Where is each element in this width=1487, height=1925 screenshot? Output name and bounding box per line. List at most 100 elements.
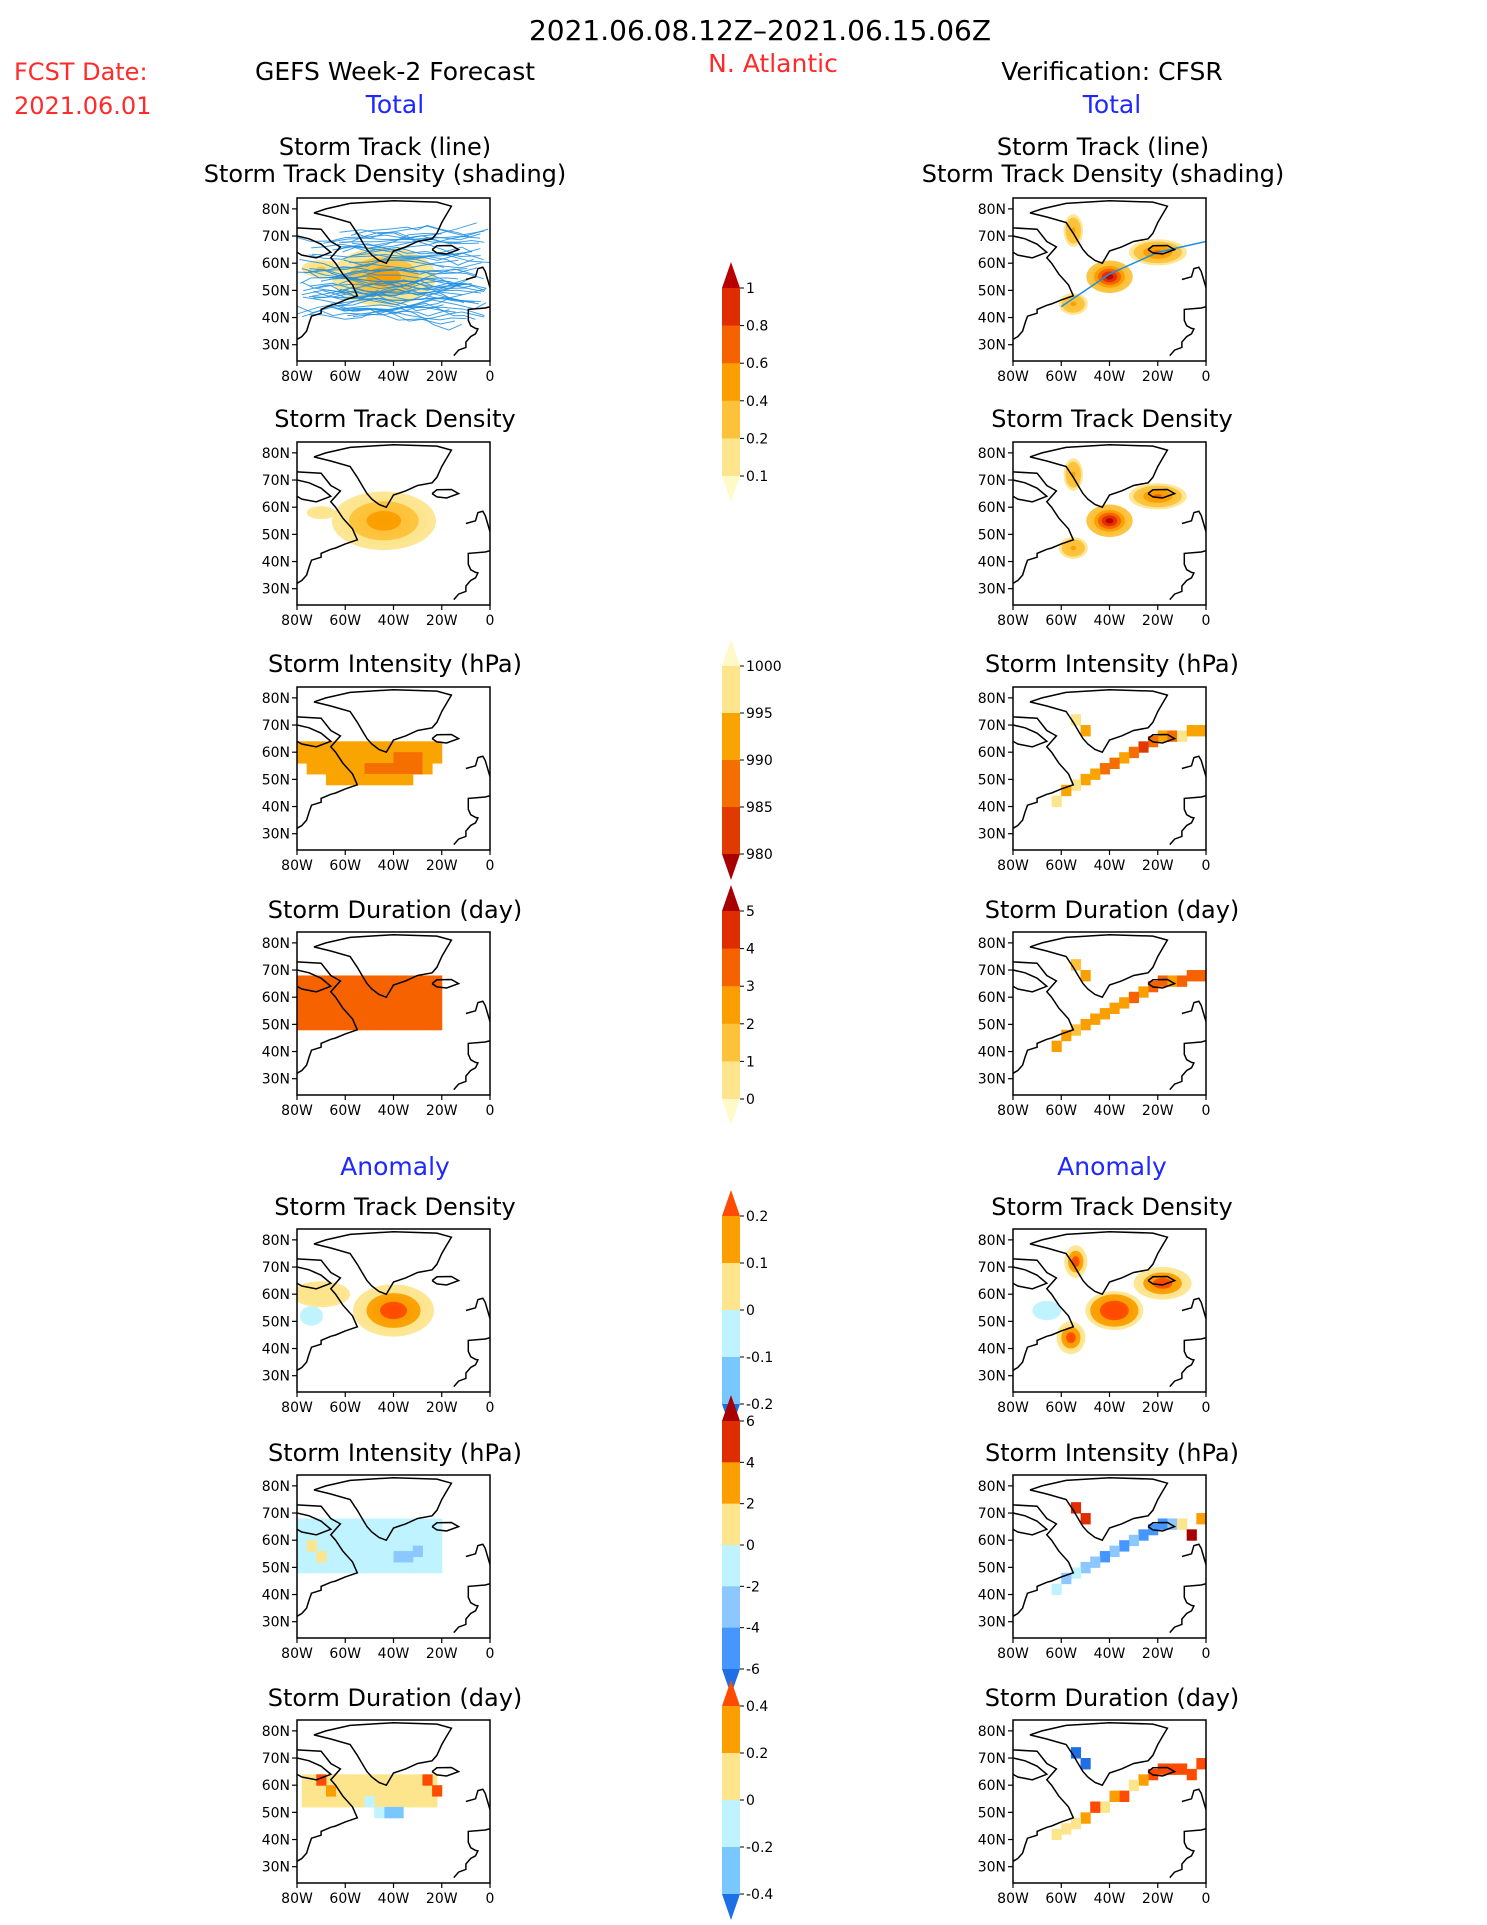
lon-tick-label: 40W (378, 1103, 410, 1119)
greenland-coast (1029, 1721, 1169, 1787)
lon-tick-label: 20W (1142, 1646, 1174, 1662)
grid-cell (354, 773, 366, 786)
grid-cell (325, 763, 337, 775)
lon-tick-label: 20W (426, 1891, 458, 1907)
lon-tick-label: 0 (1202, 1400, 1211, 1416)
grid-cell (432, 1529, 443, 1541)
grid-cell (412, 752, 423, 764)
grid-cell (393, 1529, 404, 1541)
colorbar-tick-label: 0.2 (746, 431, 768, 447)
grid-cell (350, 1785, 361, 1797)
grid-cell (1128, 1779, 1139, 1792)
grid-cell (1070, 1817, 1082, 1830)
canada-coast (1013, 1504, 1075, 1617)
grid-cell (393, 1518, 404, 1530)
iberia-africa-coast (1169, 794, 1206, 846)
lon-tick-label: 60W (329, 1646, 361, 1662)
grid-cell (403, 1518, 414, 1530)
grid-cell (364, 1540, 375, 1552)
britain-coast (1181, 1543, 1206, 1565)
grid-cell (1090, 1556, 1101, 1568)
grid-cell (1157, 1763, 1168, 1775)
canada-coast (297, 1258, 359, 1371)
grid-cell (345, 986, 356, 998)
grid-cell (364, 1796, 375, 1808)
lon-tick-label: 40W (378, 1400, 410, 1416)
region-title: N. Atlantic (708, 49, 838, 78)
baffin-coast (1013, 1266, 1049, 1290)
lon-tick-label: 60W (1045, 858, 1077, 874)
britain-coast (1181, 1297, 1206, 1319)
lat-tick-label: 60N (262, 1533, 290, 1549)
canada-coast (297, 716, 359, 829)
grid-cell (297, 1561, 308, 1574)
grid-cell (316, 986, 327, 998)
panel-title-intensity: Storm Intensity (hPa) (985, 650, 1239, 678)
grid-cell (432, 997, 443, 1009)
grid-cell (432, 1551, 443, 1563)
grid-cell (316, 1018, 327, 1031)
colorbar-segment (722, 1462, 740, 1505)
lat-tick-label: 60N (978, 1287, 1006, 1303)
lat-tick-label: 60N (262, 256, 290, 272)
lat-tick-label: 30N (978, 827, 1006, 843)
grid-cell (383, 1018, 394, 1031)
iceland-coast (431, 978, 461, 989)
grid-cell (1196, 725, 1206, 737)
grid-cell (417, 1785, 428, 1797)
colorbar-segment (722, 400, 740, 439)
grid-cell (1061, 1572, 1072, 1585)
track-line (343, 255, 474, 267)
colorbar-tick-label: 0.8 (746, 319, 768, 335)
colorbar-tick-label: 5 (746, 904, 755, 920)
grid-cell (297, 741, 308, 753)
grid-cell (354, 986, 366, 998)
grid-cell (306, 1518, 317, 1530)
track-line (329, 306, 485, 322)
track-line (313, 288, 482, 300)
greenland-coast (1029, 199, 1169, 265)
grid-cell (359, 1785, 370, 1797)
map-panel: 80N 70N 60N 50N 40N 30N 80W 60W 40W 20W 0 (262, 441, 494, 629)
grid-cell (393, 1551, 404, 1563)
grid-cell (325, 752, 337, 764)
grid-cell (432, 1785, 443, 1797)
lat-tick-label: 70N (262, 1506, 290, 1522)
grid-cell (422, 1529, 433, 1541)
map-content (297, 443, 490, 601)
grid-cell (325, 1018, 337, 1031)
grid-cell (354, 752, 366, 764)
grid-cell (311, 1796, 322, 1808)
grid-cell (297, 1008, 308, 1020)
colorbar-tick-label: 0 (746, 1538, 755, 1554)
britain-coast (1181, 510, 1206, 532)
lon-tick-label: 60W (329, 858, 361, 874)
grid-cell (364, 752, 375, 764)
map-panel: 80N 70N 60N 50N 40N 30N 80W 60W 40W 20W 0 (262, 931, 494, 1119)
baffin-coast (1013, 1757, 1049, 1781)
panel-titles: Storm Track (line) Storm Track Density (… (204, 133, 1285, 1712)
grid-cell (325, 1561, 337, 1574)
left-total-label: Total (365, 90, 424, 119)
canada-coast (297, 1504, 359, 1617)
lon-tick-label: 40W (1094, 1103, 1126, 1119)
lon-tick-label: 40W (378, 858, 410, 874)
iceland-coast (431, 488, 461, 499)
grid-cell (422, 1561, 433, 1574)
lat-tick-label: 40N (262, 1342, 290, 1358)
track-line (1060, 240, 1206, 308)
grid-cell (393, 763, 404, 775)
map-panel: 80N 70N 60N 50N 40N 30N 80W 60W 40W 20W 0 (262, 1474, 494, 1662)
colorbar-duration-total: 5 4 3 2 1 0 (722, 885, 755, 1125)
track-line (352, 252, 481, 260)
track-line (349, 259, 482, 269)
map-panel: 80N 70N 60N 50N 40N 30N 80W 60W 40W 20W 0 (978, 441, 1210, 629)
map-panel: 80N 70N 60N 50N 40N 30N 80W 60W 40W 20W 0 (978, 686, 1210, 874)
iceland-coast (1147, 1766, 1177, 1777)
colorbar-tick-label: 0 (746, 1793, 755, 1809)
grid-cell (374, 1008, 385, 1020)
colorbar-top-arrow (722, 885, 740, 911)
lat-tick-label: 50N (978, 1560, 1006, 1576)
grid-cell (1070, 1502, 1082, 1514)
grid-cell (354, 1561, 366, 1574)
